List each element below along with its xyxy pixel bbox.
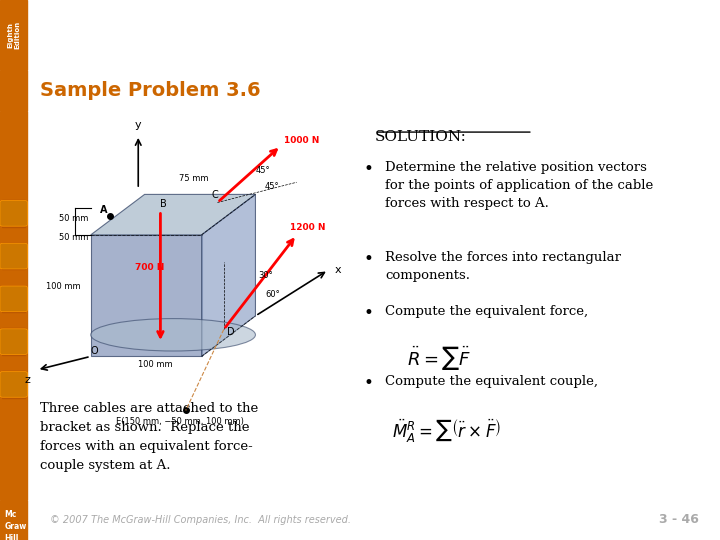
Bar bbox=[2, 200, 25, 227]
Text: 1200 N: 1200 N bbox=[290, 222, 326, 232]
Text: Three cables are attached to the
bracket as shown.  Replace the
forces with an e: Three cables are attached to the bracket… bbox=[40, 402, 258, 472]
Ellipse shape bbox=[91, 319, 256, 351]
Text: 75 mm: 75 mm bbox=[179, 174, 209, 183]
Bar bbox=[0, 70, 27, 111]
Text: 100 mm: 100 mm bbox=[46, 282, 81, 291]
Bar bbox=[0, 0, 27, 70]
FancyBboxPatch shape bbox=[0, 372, 27, 397]
Text: Graw: Graw bbox=[4, 522, 27, 531]
Text: © 2007 The McGraw-Hill Companies, Inc.  All rights reserved.: © 2007 The McGraw-Hill Companies, Inc. A… bbox=[50, 515, 351, 525]
Text: D: D bbox=[227, 327, 235, 337]
Text: B: B bbox=[161, 199, 167, 208]
Text: O: O bbox=[91, 346, 99, 356]
Text: •: • bbox=[364, 161, 374, 178]
Text: Compute the equivalent force,: Compute the equivalent force, bbox=[385, 305, 588, 318]
Text: SOLUTION:: SOLUTION: bbox=[374, 130, 467, 144]
Text: 30°: 30° bbox=[258, 271, 274, 280]
Text: 1000 N: 1000 N bbox=[284, 136, 320, 145]
Text: 45°: 45° bbox=[256, 166, 270, 175]
Text: 50 mm: 50 mm bbox=[59, 233, 89, 242]
Text: Eighth
Edition: Eighth Edition bbox=[7, 21, 20, 49]
Text: $\ddot{R} = \sum \ddot{F}$: $\ddot{R} = \sum \ddot{F}$ bbox=[407, 344, 471, 372]
Text: Determine the relative position vectors
for the points of application of the cab: Determine the relative position vectors … bbox=[385, 161, 654, 210]
FancyBboxPatch shape bbox=[0, 200, 27, 226]
Text: 50 mm: 50 mm bbox=[59, 214, 89, 224]
Polygon shape bbox=[202, 194, 256, 356]
FancyBboxPatch shape bbox=[0, 244, 27, 269]
Text: E(150 mm, −50 mm, 100 mm): E(150 mm, −50 mm, 100 mm) bbox=[116, 417, 244, 426]
Bar bbox=[2, 286, 25, 312]
Bar bbox=[0, 500, 27, 540]
Text: 3 - 46: 3 - 46 bbox=[659, 513, 698, 526]
Text: •: • bbox=[364, 375, 374, 392]
Text: 700 N: 700 N bbox=[135, 263, 164, 272]
Bar bbox=[2, 243, 25, 269]
Bar bbox=[2, 328, 25, 355]
Text: 60°: 60° bbox=[265, 290, 279, 299]
Text: Resolve the forces into rectangular
components.: Resolve the forces into rectangular comp… bbox=[385, 251, 621, 282]
Text: Sample Problem 3.6: Sample Problem 3.6 bbox=[40, 81, 260, 100]
Bar bbox=[2, 371, 25, 397]
Text: x: x bbox=[335, 265, 341, 275]
FancyBboxPatch shape bbox=[0, 329, 27, 354]
Text: A: A bbox=[100, 205, 108, 215]
Text: 45°: 45° bbox=[265, 182, 279, 191]
FancyBboxPatch shape bbox=[0, 286, 27, 312]
Polygon shape bbox=[91, 235, 202, 356]
Text: z: z bbox=[24, 375, 30, 386]
Text: Vector Mechanics for Engineers: Statics: Vector Mechanics for Engineers: Statics bbox=[63, 21, 686, 49]
Text: y: y bbox=[135, 119, 142, 130]
Text: $\ddot{M}^R_A = \sum \left(\ddot{r} \times \ddot{F}\right)$: $\ddot{M}^R_A = \sum \left(\ddot{r} \tim… bbox=[392, 418, 501, 445]
Polygon shape bbox=[91, 194, 256, 235]
Bar bbox=[0, 111, 27, 500]
Text: •: • bbox=[364, 305, 374, 322]
Text: Compute the equivalent couple,: Compute the equivalent couple, bbox=[385, 375, 598, 388]
Text: 100 mm: 100 mm bbox=[138, 360, 173, 369]
Text: Mc: Mc bbox=[4, 510, 17, 518]
Text: •: • bbox=[364, 251, 374, 268]
Text: Hill: Hill bbox=[4, 534, 19, 540]
Text: C: C bbox=[211, 191, 218, 200]
